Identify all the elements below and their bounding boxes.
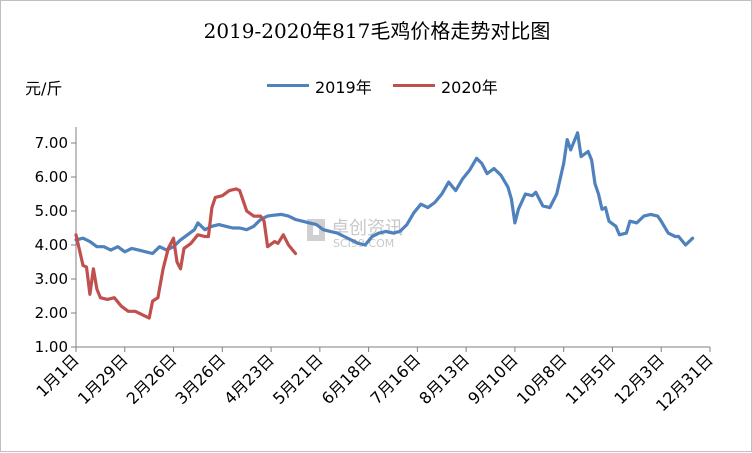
axes: 1.002.003.004.005.006.007.001月1日1月29日2月2… <box>32 127 717 415</box>
x-tick-label: 3月26日 <box>171 350 229 408</box>
y-tick-label: 1.00 <box>35 338 68 356</box>
y-axis-unit-label: 元/斤 <box>25 79 63 98</box>
y-tick-label: 7.00 <box>35 134 68 152</box>
x-tick-label: 2月26日 <box>123 350 181 408</box>
y-tick-label: 5.00 <box>35 202 68 220</box>
legend-swatch-2019 <box>267 84 309 87</box>
x-tick-label: 5月21日 <box>269 350 327 408</box>
legend-label-2019: 2019年 <box>315 78 372 97</box>
watermark-text: 卓创资讯 <box>331 218 403 239</box>
y-tick-label: 6.00 <box>35 168 68 186</box>
x-tick-label: 9月10日 <box>464 350 522 408</box>
x-tick-label: 11月5日 <box>562 350 620 408</box>
x-tick-label: 4月23日 <box>220 350 278 408</box>
x-tick-label: 1月29日 <box>74 350 132 408</box>
watermark: 卓创资讯 SCI99.COM <box>307 218 403 250</box>
x-tick-label: 8月13日 <box>415 350 473 408</box>
chart-title: 2019-2020年817毛鸡价格走势对比图 <box>203 19 551 43</box>
series-line-2020年 <box>74 187 298 320</box>
series-line-2019年 <box>74 131 695 256</box>
legend-swatch-2020 <box>393 84 435 87</box>
watermark-logo-hole <box>313 225 319 235</box>
x-tick-label: 7月16日 <box>367 350 425 408</box>
legend-label-2020: 2020年 <box>441 78 498 97</box>
x-tick-label: 10月8日 <box>513 350 571 408</box>
y-tick-label: 2.00 <box>35 304 68 322</box>
y-tick-label: 3.00 <box>35 270 68 288</box>
x-tick-label: 6月18日 <box>318 350 376 408</box>
series-lines <box>74 131 695 320</box>
y-tick-label: 4.00 <box>35 236 68 254</box>
